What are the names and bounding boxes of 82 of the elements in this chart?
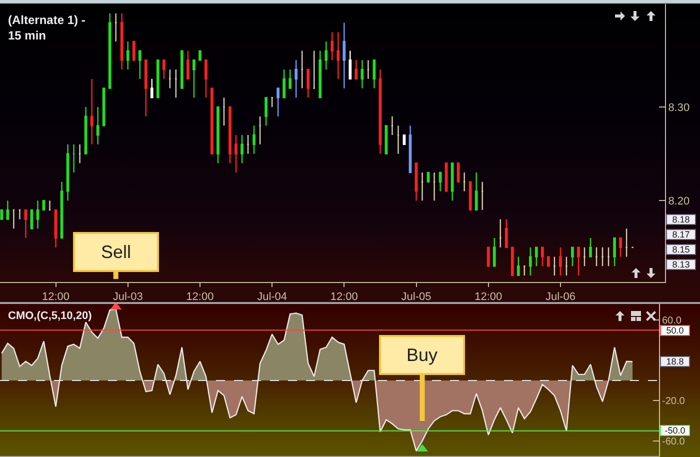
candlestick [288, 68, 292, 89]
candlestick [24, 209, 28, 239]
candlestick [6, 200, 10, 220]
candlestick [318, 50, 322, 98]
candlestick [414, 162, 418, 202]
text: (Alternate 1) - 15 min [8, 13, 86, 43]
candlestick [258, 116, 262, 145]
candlestick [294, 60, 298, 98]
candlestick [72, 144, 76, 174]
text: 8.18 [672, 214, 690, 224]
candlestick [420, 172, 424, 202]
candlestick [114, 12, 118, 42]
candlestick [126, 40, 130, 70]
candlestick [240, 134, 244, 164]
candlestick [300, 50, 304, 89]
candlestick [360, 60, 364, 89]
candlestick [216, 106, 220, 164]
candlestick [396, 125, 400, 154]
candlestick [120, 12, 124, 70]
y-tick-label: 8.30 [668, 102, 690, 114]
candlestick [54, 209, 58, 248]
candlestick [210, 88, 214, 154]
text: 8.17 [672, 230, 690, 240]
candlestick [156, 60, 160, 98]
candlestick [456, 162, 460, 182]
candlestick [270, 97, 274, 108]
candlestick [18, 209, 22, 220]
candlestick [66, 144, 70, 202]
candlestick [168, 68, 172, 89]
candlestick [354, 60, 358, 80]
candlestick [36, 200, 40, 230]
candlestick [432, 172, 436, 202]
candlestick [180, 50, 184, 89]
candlestick [48, 200, 52, 211]
candlestick [462, 172, 466, 192]
candlestick [174, 68, 178, 98]
candlestick [438, 172, 442, 192]
candlestick [390, 116, 394, 136]
candlestick [90, 78, 94, 145]
candlestick [186, 50, 190, 80]
candlestick [234, 134, 238, 174]
candlestick [336, 31, 340, 80]
candlestick [282, 68, 286, 98]
candlestick [480, 181, 484, 211]
candlestick [498, 218, 502, 248]
candlestick [192, 60, 196, 98]
candlestick [84, 106, 88, 154]
candlestick [276, 88, 280, 117]
candlestick [312, 50, 316, 89]
candlestick [138, 50, 142, 80]
candlestick [342, 22, 346, 89]
candlestick [204, 60, 208, 98]
candlestick [246, 134, 250, 154]
candlestick [348, 50, 352, 80]
candlestick [150, 78, 154, 98]
candlestick [504, 218, 508, 248]
candlestick [408, 125, 412, 174]
candlestick [264, 97, 268, 126]
candlestick [198, 50, 202, 61]
candlestick [468, 181, 472, 211]
candlestick [366, 60, 370, 80]
candlestick [108, 12, 112, 89]
candlestick [228, 106, 232, 164]
candlestick [162, 60, 166, 80]
candlestick [12, 209, 16, 230]
candlestick [96, 106, 100, 145]
candlestick [0, 209, 4, 220]
candlestick [306, 68, 310, 98]
candlestick [144, 60, 148, 117]
candlestick [60, 181, 64, 239]
candlestick [378, 68, 382, 154]
candlestick [324, 40, 328, 70]
candlestick [474, 172, 478, 211]
candlestick [330, 31, 334, 61]
candlestick [78, 144, 82, 164]
candlestick [252, 125, 256, 154]
candlestick [372, 60, 376, 89]
candlestick [102, 88, 106, 126]
candlestick [450, 162, 454, 202]
candlestick [132, 40, 136, 61]
y-tick-label: 8.20 [668, 195, 690, 208]
candlestick [222, 97, 226, 126]
